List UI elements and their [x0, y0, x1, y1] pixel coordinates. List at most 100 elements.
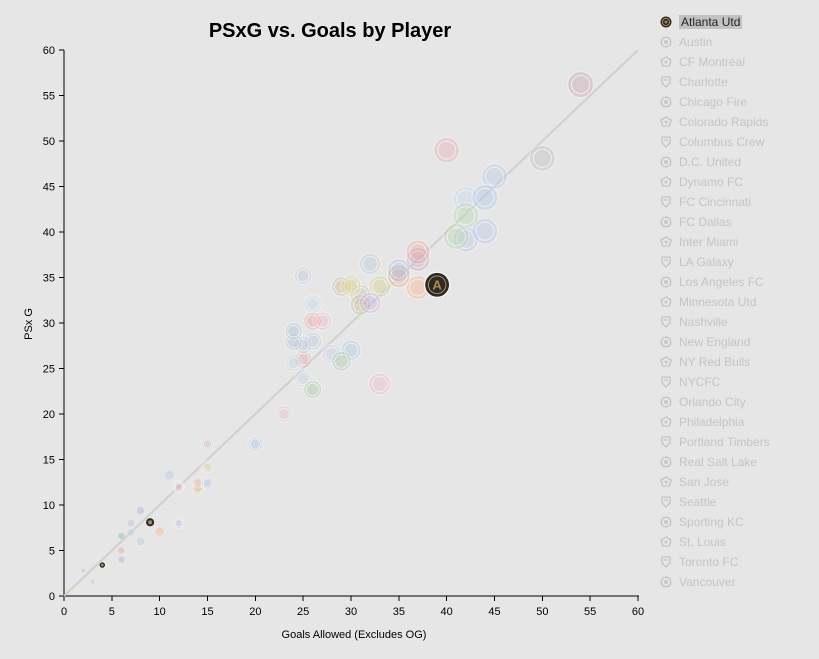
player-point-nycfc[interactable]	[471, 183, 499, 212]
player-point-d-c-united[interactable]	[349, 283, 372, 306]
player-point-chicago-fire[interactable]	[452, 185, 480, 213]
player-point-san-jose[interactable]	[293, 335, 313, 355]
legend-item-nashville[interactable]: Nashville	[660, 312, 770, 332]
legend-item-la-galaxy[interactable]: LA Galaxy	[660, 252, 770, 272]
y-tick-label: 25	[43, 364, 55, 376]
player-point-colorado-rapids[interactable]	[433, 136, 461, 164]
legend-item-vancouver[interactable]: Vancouver	[660, 572, 770, 592]
legend-item-new-england[interactable]: New England	[660, 332, 770, 352]
player-point-los-angeles-fc[interactable]	[331, 276, 352, 298]
player-point-chicago-fire[interactable]	[303, 294, 323, 314]
legend-item-atlanta-utd[interactable]: Atlanta Utd	[660, 12, 770, 32]
legend-item-inter-miami[interactable]: Inter Miami	[660, 232, 770, 252]
legend-item-cf-montr-al[interactable]: CF Montréal	[660, 52, 770, 72]
player-point-la-galaxy[interactable]	[471, 217, 499, 245]
crest-ring	[193, 477, 203, 487]
player-point-nashville[interactable]	[340, 275, 362, 298]
legend-item-orlando-city[interactable]: Orlando City	[660, 392, 770, 412]
player-point-ny-red-bulls[interactable]	[275, 405, 293, 423]
player-point-colorado-rapids[interactable]	[172, 480, 185, 492]
player-point-portland-timbers[interactable]	[303, 379, 323, 400]
crest-ring	[352, 287, 369, 303]
legend-item-ny-red-bulls[interactable]: NY Red Bulls	[660, 352, 770, 372]
player-point-cf-montr-al[interactable]	[136, 505, 145, 515]
legend-item-san-jose[interactable]: San Jose	[660, 472, 770, 492]
player-point-real-salt-lake[interactable]	[172, 481, 185, 494]
player-point-orlando-city[interactable]	[358, 291, 382, 315]
player-point-orlando-city[interactable]	[172, 517, 185, 530]
colorado-rapids-crest-icon	[660, 116, 672, 127]
player-point-toronto-fc[interactable]	[191, 475, 205, 489]
legend-item-los-angeles-fc[interactable]: Los Angeles FC	[660, 272, 770, 292]
player-point-fc-dallas[interactable]	[293, 350, 313, 369]
player-point-st-louis[interactable]	[405, 246, 431, 272]
player-point-seattle[interactable]	[442, 222, 470, 251]
crest-ring	[287, 335, 301, 349]
player-point-fc-dallas[interactable]	[117, 546, 126, 555]
player-point-atlanta-utd[interactable]	[145, 517, 155, 528]
player-point-nycfc[interactable]	[247, 436, 264, 453]
legend-item-charlotte[interactable]: Charlotte	[660, 72, 770, 92]
player-point-vancouver[interactable]	[200, 476, 215, 490]
player-point-philadelphia[interactable]	[136, 536, 145, 546]
player-point-portland-timbers[interactable]	[331, 350, 352, 372]
player-point-nycfc[interactable]	[340, 339, 362, 361]
player-point-new-england[interactable]	[321, 343, 343, 365]
player-point-philadelphia[interactable]	[358, 252, 382, 276]
legend-item-dynamo-fc[interactable]: Dynamo FC	[660, 172, 770, 192]
player-point-cf-montr-al[interactable]	[117, 555, 126, 564]
player-point-new-england[interactable]	[293, 369, 313, 388]
player-point-inter-miami[interactable]	[368, 372, 392, 396]
player-point-charlotte[interactable]	[126, 528, 136, 537]
player-point-toronto-fc[interactable]	[405, 239, 431, 265]
legend-item-austin[interactable]: Austin	[660, 32, 770, 52]
player-point-ny-red-bulls[interactable]	[386, 264, 411, 289]
legend-item-st-louis[interactable]: St. Louis	[660, 532, 770, 552]
legend-item-portland-timbers[interactable]: Portland Timbers	[660, 432, 770, 452]
player-point-atlanta-utd[interactable]	[98, 561, 106, 569]
player-point-real-salt-lake[interactable]	[200, 437, 215, 451]
player-marker	[368, 372, 392, 396]
player-point-vancouver[interactable]	[386, 258, 411, 283]
player-point-dynamo-fc[interactable]	[191, 482, 205, 495]
legend-item-seattle[interactable]: Seattle	[660, 492, 770, 512]
player-point-d-c-united[interactable]	[528, 144, 556, 172]
player-point-fc-dallas[interactable]	[303, 311, 323, 331]
player-point-st-louis[interactable]	[566, 70, 595, 99]
player-point-new-england[interactable]	[284, 353, 303, 373]
legend-item-minnesota-utd[interactable]: Minnesota Utd	[660, 292, 770, 312]
player-point-la-galaxy[interactable]	[452, 225, 480, 253]
player-point-seattle[interactable]	[452, 202, 480, 230]
player-point-vancouver[interactable]	[80, 567, 86, 574]
player-point-sporting-kc[interactable]	[284, 333, 303, 352]
legend-item-chicago-fire[interactable]: Chicago Fire	[660, 92, 770, 112]
legend-item-nycfc[interactable]: NYCFC	[660, 372, 770, 392]
legend-item-colorado-rapids[interactable]: Colorado Rapids	[660, 112, 770, 132]
player-point-columbus-crew[interactable]	[368, 275, 392, 299]
player-point-minnesota-utd[interactable]	[303, 331, 323, 351]
player-point-nashville[interactable]	[70, 588, 77, 595]
player-point-charlotte[interactable]	[480, 162, 509, 191]
player-point-minnesota-utd[interactable]	[89, 578, 96, 585]
player-point-columbus-crew[interactable]	[200, 460, 215, 474]
legend-item-sporting-kc[interactable]: Sporting KC	[660, 512, 770, 532]
legend-item-toronto-fc[interactable]: Toronto FC	[660, 552, 770, 572]
player-point-la-galaxy[interactable]	[163, 469, 175, 481]
player-point-san-jose[interactable]	[126, 519, 136, 528]
player-point-philadelphia[interactable]	[293, 266, 313, 286]
player-point-d-c-united[interactable]	[340, 274, 362, 296]
player-point-austin[interactable]	[117, 532, 126, 540]
legend-item-philadelphia[interactable]: Philadelphia	[660, 412, 770, 432]
player-point-atlanta-utd[interactable]: A	[423, 271, 451, 298]
player-point-los-angeles-fc[interactable]	[349, 293, 372, 316]
legend-item-real-salt-lake[interactable]: Real Salt Lake	[660, 452, 770, 472]
legend-item-columbus-crew[interactable]: Columbus Crew	[660, 132, 770, 152]
legend-item-fc-dallas[interactable]: FC Dallas	[660, 212, 770, 232]
legend-item-d-c-united[interactable]: D.C. United	[660, 152, 770, 172]
player-marker	[303, 311, 323, 331]
legend-item-fc-cincinnati[interactable]: FC Cincinnati	[660, 192, 770, 212]
player-point-dynamo-fc[interactable]	[386, 263, 411, 288]
player-point-sporting-kc[interactable]	[284, 322, 303, 341]
player-point-fc-cincinnati[interactable]	[154, 526, 165, 537]
player-point-inter-miami[interactable]	[312, 311, 333, 332]
